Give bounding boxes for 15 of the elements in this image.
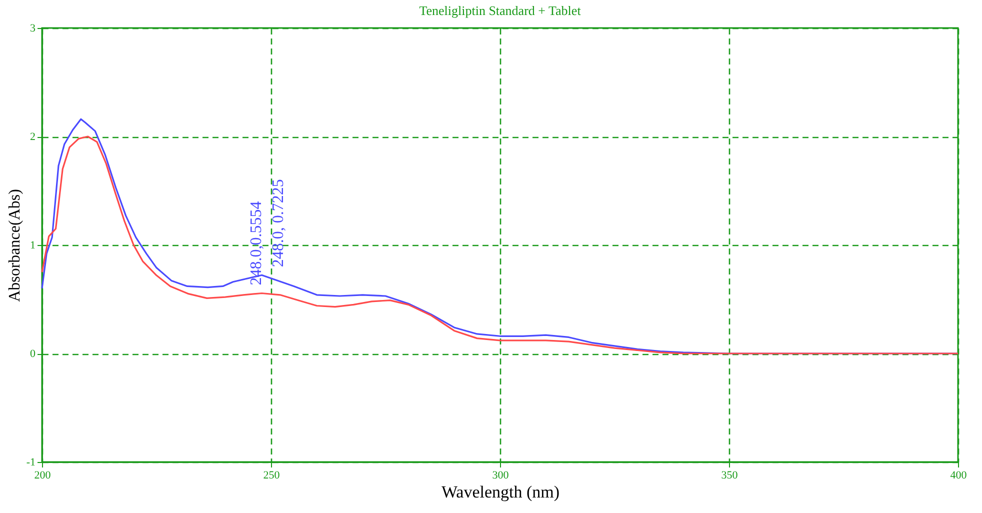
x-tick-label: 200 <box>34 470 52 482</box>
chart-title: Teneligliptin Standard + Tablet <box>419 3 582 18</box>
y-tick-label: -1 <box>26 456 36 468</box>
x-tick-label: 350 <box>721 470 738 482</box>
x-tick-label: 300 <box>492 470 510 482</box>
y-tick-label: 3 <box>30 22 36 34</box>
y-tick-label: 2 <box>30 131 36 143</box>
y-axis-title: Absorbance(Abs) <box>6 189 24 302</box>
x-axis-title: Wavelength (nm) <box>441 482 560 502</box>
x-tick-label: 250 <box>263 470 280 482</box>
y-tick-label: 1 <box>30 240 36 252</box>
annotation: 248.0, 0.7225 <box>270 179 287 268</box>
x-tick-label: 400 <box>950 470 968 482</box>
annotation: 248.0,0.5554 <box>248 201 265 286</box>
y-tick-label: 0 <box>30 348 36 360</box>
